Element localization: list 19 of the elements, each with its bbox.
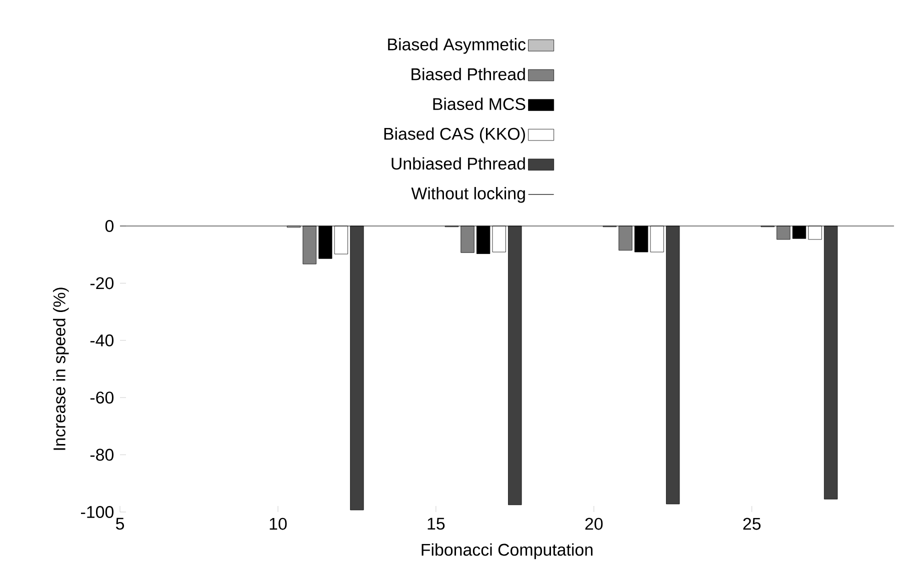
y-tick-label: 0 bbox=[105, 220, 114, 232]
legend-label: Without locking bbox=[411, 187, 525, 203]
x-tick-label: 5 bbox=[116, 518, 124, 530]
y-axis-title: Increase in speed (%) bbox=[52, 288, 69, 450]
legend-label: Biased Asymmetic bbox=[388, 38, 526, 54]
y-tick-label: -40 bbox=[90, 334, 114, 346]
y-tick-label: -80 bbox=[90, 448, 114, 461]
x-tick-label: 20 bbox=[585, 518, 603, 530]
x-axis-title: Fibonacci Computation bbox=[422, 543, 592, 560]
legend-label: Biased CAS (KKO) bbox=[384, 127, 525, 144]
legend-label: Biased MCS bbox=[433, 98, 526, 110]
y-tick-label: -60 bbox=[90, 392, 114, 404]
legend-label: Biased Pthread bbox=[412, 68, 525, 80]
y-tick-label: -100 bbox=[81, 506, 114, 518]
y-tick-label: -20 bbox=[90, 277, 114, 290]
x-tick-label: 15 bbox=[428, 518, 445, 530]
legend-label: Unbiased Pthread bbox=[392, 157, 525, 170]
x-tick-label: 25 bbox=[743, 518, 761, 530]
x-tick-label: 10 bbox=[270, 518, 287, 530]
